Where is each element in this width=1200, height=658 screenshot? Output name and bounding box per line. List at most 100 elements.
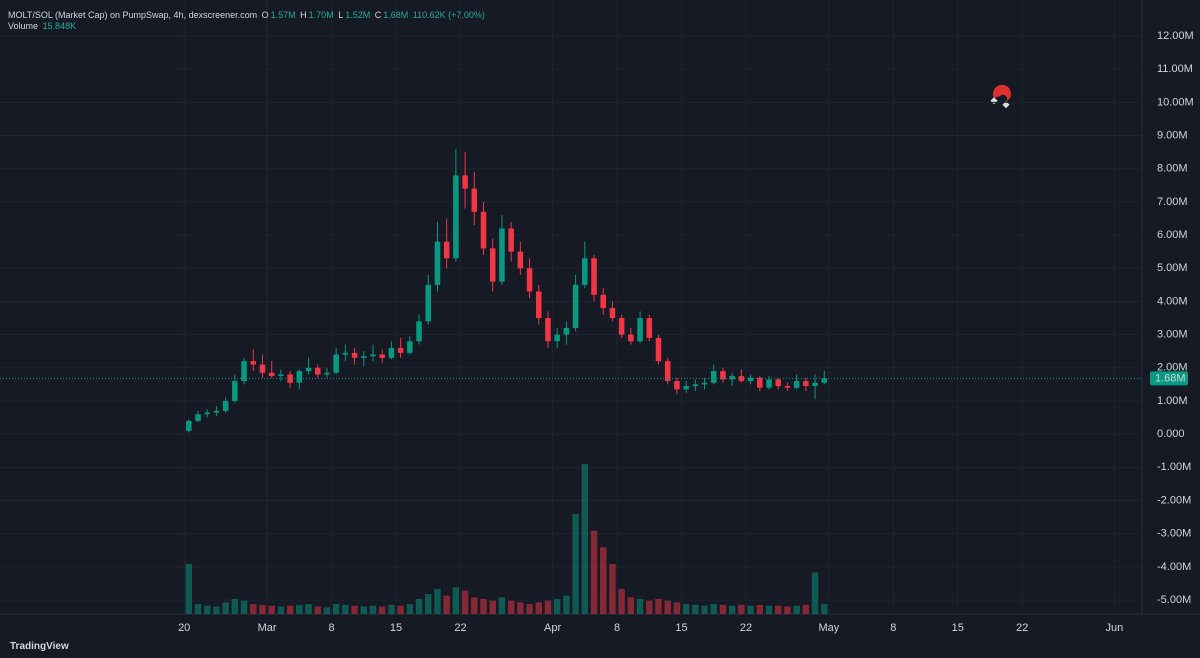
candle-body — [361, 356, 367, 358]
x-tick-label: 22 — [740, 622, 752, 634]
volume-bar — [277, 606, 285, 614]
candle-body — [517, 251, 524, 269]
volume-bar — [692, 604, 699, 614]
y-tick-label: -4.00M — [1157, 561, 1191, 573]
label: Volume — [8, 21, 39, 31]
volume-bar — [655, 599, 662, 614]
candle-body — [471, 188, 478, 212]
candle-body — [600, 294, 606, 309]
candle-body — [296, 371, 303, 383]
x-tick-label: 15 — [952, 622, 964, 634]
candle-body — [186, 420, 192, 431]
volume-bar — [314, 606, 321, 614]
volume-bar — [811, 572, 819, 614]
candle-body — [351, 352, 358, 358]
last-price-box — [1150, 371, 1188, 386]
label: C — [374, 10, 382, 20]
volume-bar — [222, 602, 229, 614]
candle-body — [582, 258, 588, 285]
volume-bar — [434, 589, 441, 614]
candle-body — [241, 361, 247, 382]
candle-body — [333, 354, 339, 373]
volume-bar — [342, 604, 349, 614]
candle-body — [259, 364, 266, 373]
volume-bar — [821, 604, 828, 614]
candle-body — [793, 381, 800, 388]
candle-body — [646, 318, 653, 338]
value: 1.68M — [383, 10, 409, 20]
candle-body — [591, 258, 597, 295]
y-tick-label: 2.00M — [1157, 362, 1188, 374]
value: 1.57M — [270, 10, 296, 20]
candle-body — [563, 327, 570, 335]
y-tick-label: 5.00M — [1157, 262, 1188, 274]
volume-bar — [471, 597, 478, 614]
volume-bar — [701, 605, 708, 614]
x-tick-label: 20 — [178, 622, 190, 634]
value: 1.70M — [308, 10, 334, 20]
volume-bar — [600, 547, 607, 614]
volume-bar — [535, 602, 542, 614]
candle-body — [655, 337, 662, 362]
candle-body — [508, 228, 514, 252]
candle-body — [407, 341, 413, 353]
volume-bar — [203, 605, 211, 614]
y-tick-label: -2.00M — [1157, 494, 1191, 506]
volume-bar — [581, 464, 589, 614]
volume-bar — [756, 604, 764, 614]
candle-body — [618, 318, 625, 335]
candle-body — [278, 374, 284, 377]
candle-body — [720, 371, 726, 380]
volume-bar — [526, 604, 533, 614]
volume-bar — [406, 604, 414, 614]
y-tick-label: 3.00M — [1157, 329, 1188, 341]
volume-bar — [563, 595, 570, 614]
volume-bar — [415, 599, 423, 614]
candle-body — [766, 379, 772, 388]
y-tick-label: 10.00M — [1157, 96, 1194, 108]
candle-body — [803, 381, 809, 387]
volume-bar — [332, 604, 340, 614]
volume-bar — [774, 605, 782, 614]
candle-body — [637, 318, 643, 342]
label: H — [300, 10, 307, 20]
volume-bar — [747, 605, 754, 614]
volume-bar — [185, 564, 193, 614]
candle-body — [692, 384, 699, 387]
volume-bar — [728, 605, 736, 614]
candle-body — [268, 372, 275, 377]
candle-body — [729, 376, 735, 380]
candle-body — [775, 379, 781, 387]
candle-body — [342, 352, 349, 355]
y-tick-label: -3.00M — [1157, 528, 1191, 540]
volume-bar — [480, 599, 487, 614]
volume-bar — [461, 590, 469, 614]
candle-body — [554, 334, 560, 342]
volume-bar — [323, 607, 331, 614]
candle-body — [480, 211, 487, 249]
volume-bar — [765, 605, 773, 614]
candle-body — [213, 410, 220, 413]
candle-body — [526, 268, 533, 292]
title: MOLT/SOL (Market Cap) on PumpSwap, 4h, d… — [8, 10, 258, 20]
volume-bar — [572, 514, 579, 614]
candle-body — [674, 381, 680, 390]
candle-body — [287, 374, 293, 383]
candle-body — [701, 382, 708, 385]
change: 110.62K (+7.00%) — [412, 10, 485, 20]
candle-body — [195, 414, 201, 421]
candle-body — [821, 378, 828, 383]
volume-bar — [793, 605, 800, 614]
candle-body — [305, 367, 312, 372]
candle-body — [609, 308, 616, 319]
volume-bar — [609, 564, 616, 614]
candle-body — [425, 284, 432, 322]
y-tick-label: 4.00M — [1157, 295, 1188, 307]
volume-bar — [517, 602, 524, 614]
volume-bar — [213, 606, 220, 614]
candle-body — [683, 386, 689, 390]
candle-body — [784, 386, 791, 388]
value: 15.848K — [42, 21, 77, 31]
volume-bar — [507, 600, 515, 614]
last-price-label: 1.68M — [1155, 372, 1186, 384]
